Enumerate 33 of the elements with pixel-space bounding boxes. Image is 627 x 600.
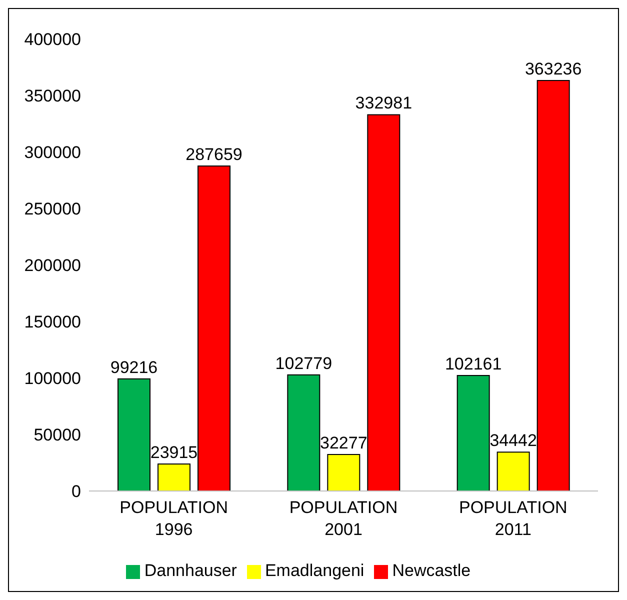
y-tick-label: 150000 <box>24 312 81 332</box>
bar <box>536 80 570 491</box>
data-label: 34442 <box>490 431 537 450</box>
data-label: 363236 <box>524 60 582 79</box>
data-label: 23915 <box>150 442 198 462</box>
y-tick-label: 0 <box>72 482 81 502</box>
x-tick-label: POPULATION 1996 <box>120 498 228 539</box>
bar <box>456 375 490 491</box>
y-tick-label: 100000 <box>24 369 81 388</box>
data-label: 102161 <box>444 354 502 374</box>
bar <box>367 114 400 491</box>
y-tick-label: 50000 <box>34 426 81 445</box>
data-label: 332981 <box>355 94 412 113</box>
x-tick-label: POPULATION 2011 <box>459 498 568 539</box>
bar <box>118 378 150 491</box>
y-tick-label: 250000 <box>24 200 81 219</box>
data-label: 287659 <box>186 144 242 164</box>
data-label: 32277 <box>320 434 368 453</box>
legend-label: Dannhauser <box>144 561 237 580</box>
y-tick-label: 350000 <box>24 86 81 106</box>
bar <box>327 454 360 491</box>
bar <box>496 452 530 491</box>
data-label: 102779 <box>275 354 332 373</box>
bar <box>287 374 320 491</box>
bar <box>158 463 190 491</box>
data-label: 99216 <box>110 358 158 377</box>
legend-label: Newcastle <box>392 561 471 580</box>
y-tick-label: 300000 <box>24 143 81 162</box>
legend-label: Emadlangeni <box>264 561 364 580</box>
bar <box>198 165 230 491</box>
y-tick-label: 200000 <box>24 256 81 276</box>
y-tick-label: 400000 <box>24 30 81 50</box>
x-tick-label: POPULATION 2001 <box>289 498 398 539</box>
